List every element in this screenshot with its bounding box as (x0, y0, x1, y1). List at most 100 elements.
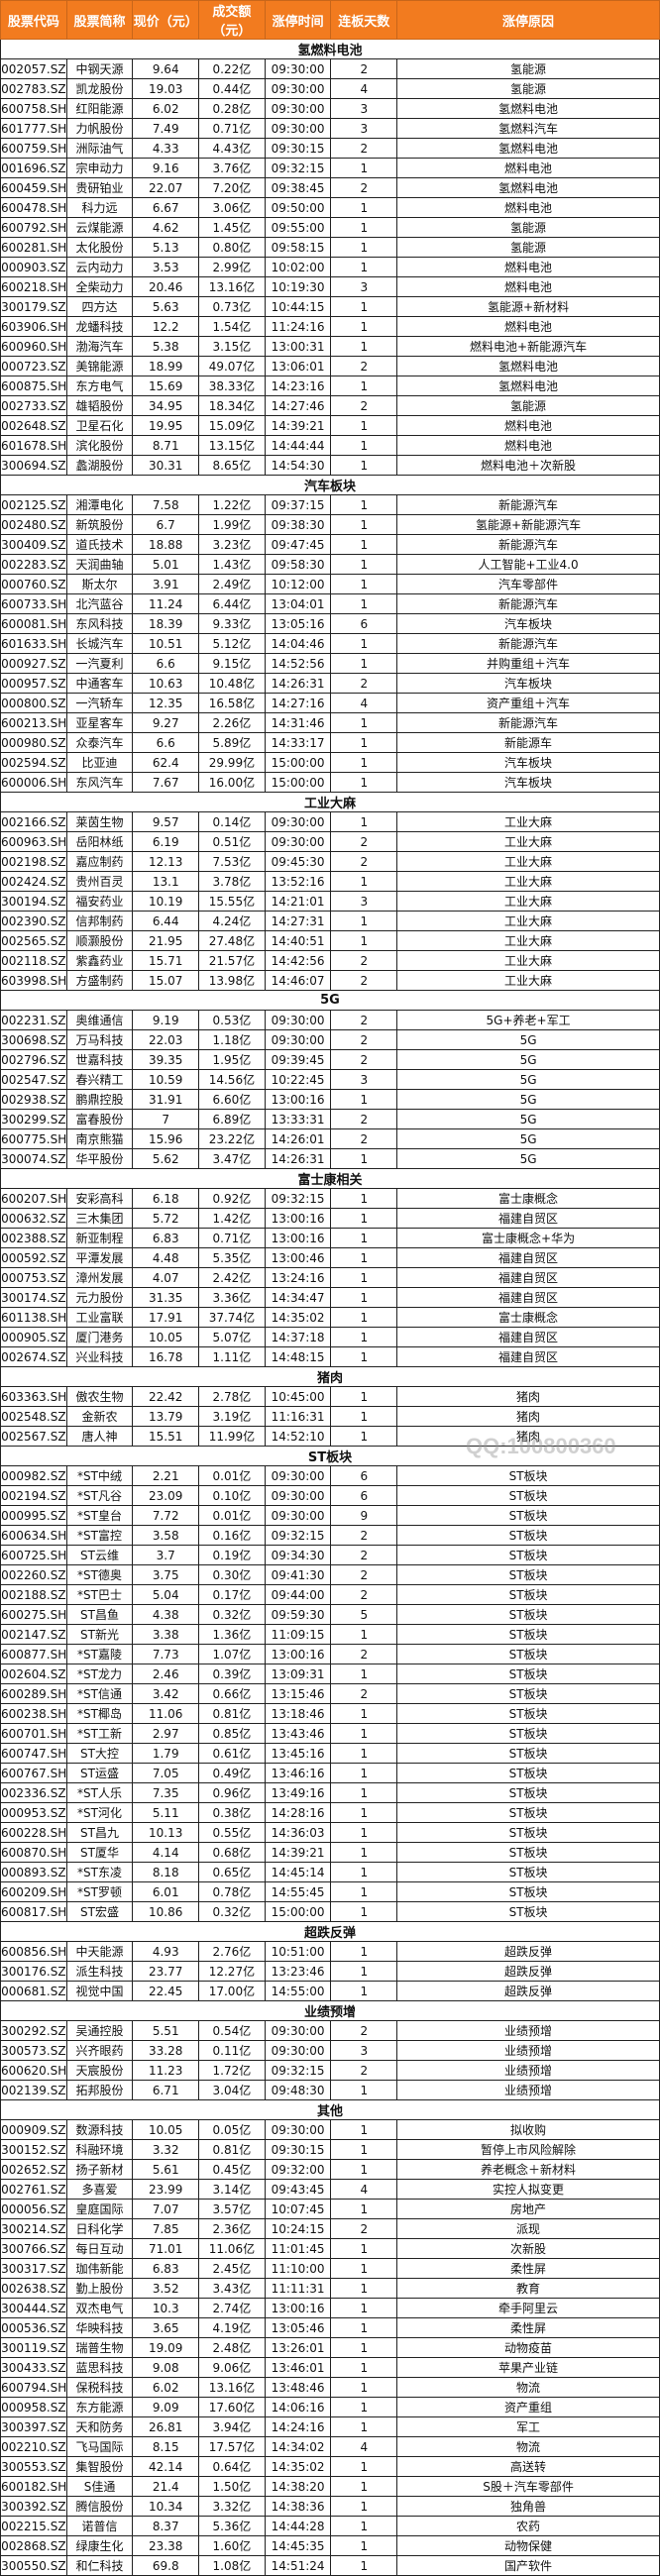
limit-time-cell: 09:32:15 (264, 158, 332, 178)
table-row: 000927.SZ 一汽夏利 6.6 9.15亿 14:52:56 1 并购重组＋汽车 (0, 653, 660, 674)
consecutive-days-cell: 1 (330, 1941, 398, 1962)
stock-name-cell: 科力远 (65, 197, 134, 218)
reason-cell: ST板块 (396, 1763, 660, 1783)
limit-time-cell: 14:46:07 (264, 970, 332, 991)
reason-cell: 业绩预增 (396, 2080, 660, 2100)
table-row: 002761.SZ 多喜爱 23.99 3.14亿 09:43:45 4 实控人拟变更 (0, 2179, 660, 2200)
consecutive-days-cell: 1 (330, 2357, 398, 2378)
reason-cell: 福建自贸区 (396, 1247, 660, 1268)
price-cell: 6.18 (132, 1188, 200, 1209)
price-cell: 5.01 (132, 554, 200, 575)
stock-code-cell: 600758.SH (0, 98, 67, 119)
stock-code-cell: 002868.SZ (0, 2535, 67, 2556)
stock-code-cell: 300444.SZ (0, 2298, 67, 2318)
turnover-cell: 16.58亿 (198, 693, 266, 713)
turnover-cell: 4.43亿 (198, 138, 266, 159)
table-row: 300152.SZ 科融环境 3.32 0.81亿 09:30:15 1 暂停上市风险解除 (0, 2139, 660, 2160)
stock-name-cell: 视觉中国 (65, 1981, 134, 2001)
reason-cell: 教育 (396, 2278, 660, 2299)
stock-code-cell: 600281.SH (0, 237, 67, 258)
turnover-cell: 0.01亿 (198, 1505, 266, 1526)
stock-code-cell: 000995.SZ (0, 1505, 67, 1526)
reason-cell: 拟收购 (396, 2119, 660, 2140)
limit-time-cell: 10:22:45 (264, 1069, 332, 1090)
price-cell: 30.31 (132, 455, 200, 476)
limit-time-cell: 14:33:17 (264, 732, 332, 753)
limit-time-cell: 14:48:15 (264, 1346, 332, 1367)
price-cell: 3.53 (132, 257, 200, 277)
price-cell: 21.95 (132, 930, 200, 951)
turnover-cell: 16.00亿 (198, 772, 266, 793)
turnover-cell: 3.04亿 (198, 2080, 266, 2100)
reason-cell: ST板块 (396, 1743, 660, 1764)
table-row: 600794.SH 保税科技 6.02 13.16亿 13:48:46 1 物流 (0, 2377, 660, 2398)
table-row: 000632.SZ 三木集团 5.72 1.42亿 13:00:16 1 福建自贸区 (0, 1208, 660, 1229)
limit-time-cell: 10:12:00 (264, 574, 332, 594)
section-header-row: 5G (0, 990, 660, 1011)
table-row: 603998.SH 方盛制药 15.07 13.98亿 14:46:07 2 工业大麻 (0, 970, 660, 991)
stock-code-cell: 002547.SZ (0, 1069, 67, 1090)
consecutive-days-cell: 2 (330, 2218, 398, 2239)
limit-time-cell: 14:42:56 (264, 950, 332, 971)
turnover-cell: 18.34亿 (198, 395, 266, 416)
consecutive-days-cell: 2 (330, 1644, 398, 1664)
reason-cell: 燃料电池 (396, 158, 660, 178)
stock-name-cell: 诺普信 (65, 2516, 134, 2536)
price-cell: 3.42 (132, 1683, 200, 1704)
reason-cell: ST板块 (396, 1465, 660, 1486)
consecutive-days-cell: 1 (330, 1247, 398, 1268)
limit-time-cell: 13:23:46 (264, 1961, 332, 1982)
price-cell: 5.61 (132, 2159, 200, 2180)
stock-code-cell: 600182.SH (0, 2476, 67, 2497)
limit-time-cell: 13:24:16 (264, 1267, 332, 1288)
stock-code-cell: 300179.SZ (0, 296, 67, 317)
table-row: 001696.SZ 宗申动力 9.16 3.76亿 09:32:15 1 燃料电池 (0, 158, 660, 178)
table-row: 600213.SH 亚星客车 9.27 2.26亿 14:31:46 1 新能源汽车 (0, 712, 660, 733)
price-cell: 12.35 (132, 693, 200, 713)
turnover-cell: 1.72亿 (198, 2060, 266, 2081)
limit-time-cell: 09:41:30 (264, 1564, 332, 1585)
turnover-cell: 4.19亿 (198, 2317, 266, 2338)
reason-cell: 独角兽 (396, 2496, 660, 2517)
stock-code-cell: 600725.SH (0, 1545, 67, 1565)
turnover-cell: 12.27亿 (198, 1961, 266, 1982)
reason-cell: 氢燃料电池 (396, 376, 660, 396)
table-row: 300409.SZ 道氏技术 18.88 3.23亿 09:47:45 1 新能源汽车 (0, 534, 660, 555)
consecutive-days-cell: 2 (330, 138, 398, 159)
stock-code-cell: 603363.SH (0, 1386, 67, 1407)
stock-code-cell: 000927.SZ (0, 653, 67, 674)
limit-time-cell: 13:05:16 (264, 613, 332, 634)
limit-time-cell: 14:27:16 (264, 693, 332, 713)
table-row: 600081.SH 东风科技 18.39 9.33亿 13:05:16 6 汽车板块 (0, 613, 660, 634)
turnover-cell: 0.53亿 (198, 1010, 266, 1030)
stock-code-cell: 000753.SZ (0, 1267, 67, 1288)
stock-name-cell: 紫鑫药业 (65, 950, 134, 971)
consecutive-days-cell: 1 (330, 871, 398, 892)
stock-name-cell: 东风汽车 (65, 772, 134, 793)
turnover-cell: 1.45亿 (198, 217, 266, 238)
price-cell: 7.35 (132, 1782, 200, 1803)
stock-name-cell: 滨化股份 (65, 435, 134, 456)
price-cell: 15.96 (132, 1128, 200, 1149)
stock-code-cell: 600792.SH (0, 217, 67, 238)
stock-code-cell: 601138.SH (0, 1307, 67, 1328)
turnover-cell: 0.64亿 (198, 2456, 266, 2477)
price-cell: 11.06 (132, 1703, 200, 1724)
price-cell: 8.15 (132, 2436, 200, 2457)
column-header-price: 现价（元） (132, 0, 200, 40)
price-cell: 4.48 (132, 1247, 200, 1268)
table-row: 600963.SH 岳阳林纸 6.19 0.51亿 09:30:00 2 工业大麻 (0, 831, 660, 852)
stock-code-cell: 000909.SZ (0, 2119, 67, 2140)
reason-cell: 富士康概念 (396, 1307, 660, 1328)
turnover-cell: 4.24亿 (198, 911, 266, 931)
limit-time-cell: 14:39:21 (264, 415, 332, 436)
limit-time-cell: 09:30:00 (264, 1010, 332, 1030)
turnover-cell: 2.49亿 (198, 574, 266, 594)
price-cell: 5.62 (132, 1148, 200, 1169)
turnover-cell: 9.15亿 (198, 653, 266, 674)
stock-name-cell: 卫星石化 (65, 415, 134, 436)
table-row: 300553.SZ 集智股份 42.14 0.64亿 14:35:02 1 高送转 (0, 2456, 660, 2477)
stock-code-cell: 300317.SZ (0, 2258, 67, 2279)
consecutive-days-cell: 2 (330, 970, 398, 991)
stock-name-cell: 兴业科技 (65, 1346, 134, 1367)
